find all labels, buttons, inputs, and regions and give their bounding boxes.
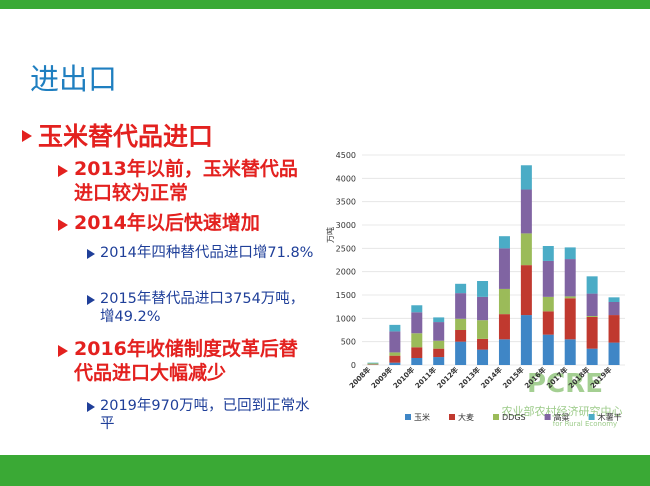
x-tick-label: 2011年	[413, 365, 438, 390]
bar-segment	[389, 324, 401, 332]
bullet: 2019年970万吨，已回到正常水平	[87, 397, 315, 433]
bar-segment	[498, 314, 510, 340]
bar-segment	[411, 312, 423, 334]
y-tick-label: 1000	[336, 314, 356, 323]
bar-segment	[564, 298, 576, 340]
y-tick-label: 1500	[336, 291, 356, 300]
legend-swatch	[493, 414, 499, 420]
slide-title: 进出口	[30, 62, 118, 96]
bar-segment	[389, 355, 401, 363]
legend-label: DDGS	[502, 413, 526, 422]
y-tick-label: 3000	[336, 221, 356, 230]
logo-mark: PCRE	[527, 369, 603, 399]
bar-segment	[477, 281, 489, 297]
bar-segment	[520, 315, 532, 365]
bullet: 2014年四种替代品进口增71.8%	[87, 245, 314, 261]
bar-segment	[433, 357, 445, 365]
bar-segment	[586, 316, 598, 317]
bar-segment	[542, 334, 554, 365]
bar-segment	[608, 297, 620, 302]
legend-label: 高粱	[554, 412, 570, 422]
y-tick-label: 2500	[336, 244, 356, 253]
bar-segment	[389, 352, 401, 356]
bar-segment	[564, 259, 576, 297]
bar-segment	[433, 348, 445, 358]
legend-swatch	[544, 414, 551, 420]
bar-segment	[586, 276, 598, 294]
y-tick-label: 3500	[336, 198, 356, 207]
x-tick-label: 2012年	[435, 365, 460, 390]
bar-segment	[455, 341, 467, 365]
bar-segment	[520, 189, 532, 234]
bar-segment	[433, 340, 445, 349]
bar-segment	[498, 248, 510, 289]
bar-segment	[477, 296, 489, 321]
bar-segment	[477, 338, 489, 350]
bar-segment	[411, 305, 423, 313]
bar-segment	[455, 283, 467, 294]
y-tick-label: 500	[341, 338, 356, 347]
bar-segment	[477, 320, 489, 339]
bar-segment	[389, 362, 401, 365]
bar-segment	[477, 349, 489, 365]
bar-segment	[498, 288, 510, 315]
legend-label: 大麦	[458, 412, 474, 422]
bar-segment	[455, 330, 467, 342]
bar-segment	[455, 318, 467, 330]
x-tick-label: 2013年	[457, 365, 482, 390]
legend-label: 木薯干	[598, 412, 622, 422]
bullet: 2014年以后快速增加	[58, 212, 316, 236]
bar-segment	[433, 317, 445, 323]
x-tick-label: 2010年	[391, 365, 416, 390]
bar-segment	[520, 265, 532, 316]
bullet: 2015年替代品进口3754万吨，增49.2%	[87, 290, 315, 326]
y-tick-label: 2000	[336, 268, 356, 277]
bar-segment	[411, 358, 423, 365]
legend-swatch	[405, 414, 411, 420]
legend-label: 玉米	[414, 412, 430, 422]
bar-segment	[564, 247, 576, 260]
bar-segment	[586, 293, 598, 316]
bullet: 玉米替代品进口	[22, 121, 318, 152]
bullet: 2013年以前，玉米替代品进口较为正常	[58, 158, 316, 206]
x-tick-label: 2014年	[479, 365, 504, 390]
bar-segment	[367, 362, 379, 364]
top-bar	[0, 0, 650, 9]
bar-segment	[498, 339, 510, 365]
x-tick-label: 2009年	[369, 365, 394, 390]
x-tick-label: 2015年	[501, 365, 526, 390]
bar-segment	[389, 331, 401, 353]
bar-segment	[520, 165, 532, 190]
bar-segment	[411, 347, 423, 358]
legend-swatch	[588, 414, 595, 420]
bar-segment	[564, 296, 576, 299]
bar-segment	[455, 293, 467, 319]
bar-segment	[586, 348, 598, 365]
bottom-bar	[0, 455, 650, 486]
legend-swatch	[449, 414, 455, 420]
y-tick-label: 0	[351, 361, 356, 370]
bar-segment	[520, 233, 532, 266]
bar-segment	[608, 302, 620, 316]
bar-segment	[542, 296, 554, 312]
bar-segment	[564, 339, 576, 365]
bar-segment	[608, 315, 620, 343]
bar-segment	[586, 316, 598, 349]
bar-segment	[411, 333, 423, 348]
bar-segment	[367, 363, 379, 365]
bar-segment	[433, 322, 445, 341]
bar-segment	[542, 246, 554, 261]
bar-segment	[542, 311, 554, 335]
y-tick-label: 4500	[336, 151, 356, 160]
logo-org-en: for Rural Economy	[553, 420, 617, 428]
y-tick-label: 4000	[336, 174, 356, 183]
bar-segment	[498, 236, 510, 249]
bar-segment	[608, 342, 620, 365]
bullet: 2016年收储制度改革后替代品进口大幅减少	[58, 338, 316, 386]
bar-segment	[542, 260, 554, 297]
y-axis-label: 万吨	[325, 227, 335, 243]
